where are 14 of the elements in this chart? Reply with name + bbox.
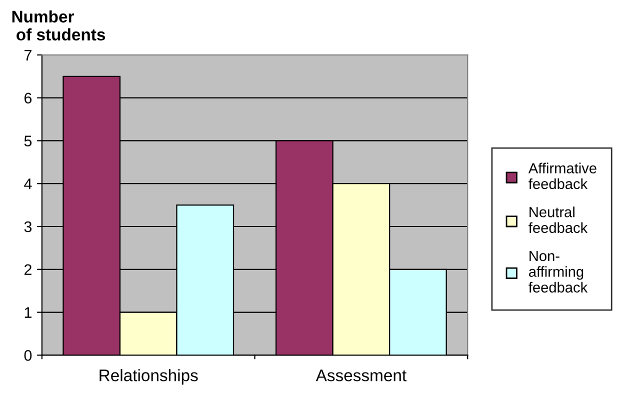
legend-label: Neutral feedback — [528, 206, 588, 233]
y-tick-label: 5 — [24, 136, 32, 146]
y-tick-label: 3 — [24, 221, 32, 232]
x-tick-label: Assessment — [316, 370, 406, 382]
y-tick-label: 4 — [24, 178, 32, 190]
y-tick-label: 0 — [24, 350, 32, 361]
y-tick-label: 6 — [24, 92, 32, 104]
legend-label: Affirmative feedback — [528, 162, 596, 190]
x-tick-label: Relationships — [100, 369, 198, 385]
y-tick-label: 1 — [24, 307, 32, 318]
y-tick-label: 2 — [24, 264, 32, 275]
y-axis-title: Number of students — [12, 10, 106, 41]
y-tick-label: 7 — [24, 50, 32, 60]
legend-label: Non-affirming feedback — [528, 250, 588, 293]
